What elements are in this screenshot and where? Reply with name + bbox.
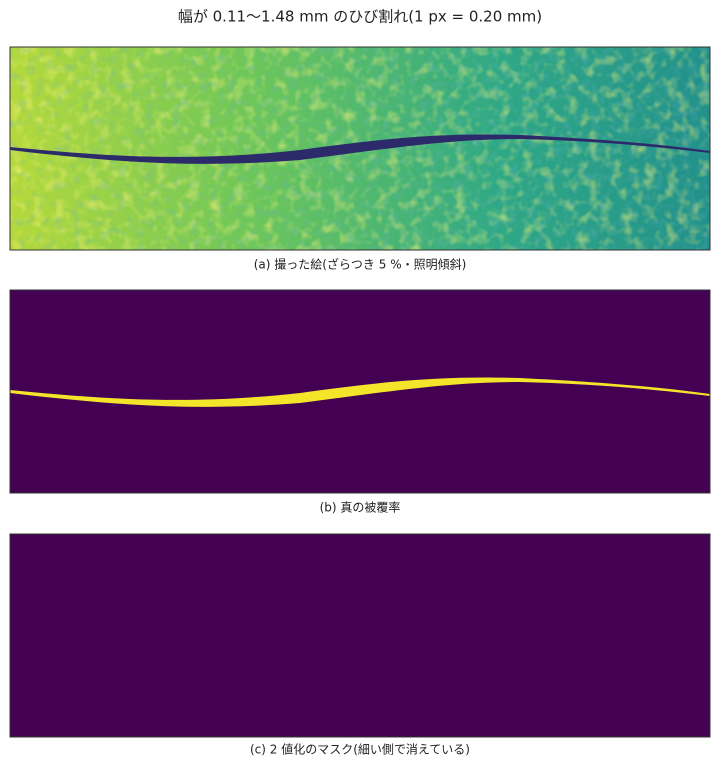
- panel-caption: (a) 撮った絵(ざらつき 5 %・照明傾斜): [254, 257, 467, 272]
- panel-caption: (b) 真の被覆率: [320, 500, 401, 515]
- figure-title: 幅が 0.11〜1.48 mm のひび割れ(1 px = 0.20 mm): [178, 8, 542, 26]
- panel-image: [9, 533, 711, 738]
- panel-caption: (c) 2 値化のマスク(細い側で消えている): [250, 742, 470, 757]
- panel-image: [9, 289, 711, 494]
- panel-image: [9, 46, 711, 251]
